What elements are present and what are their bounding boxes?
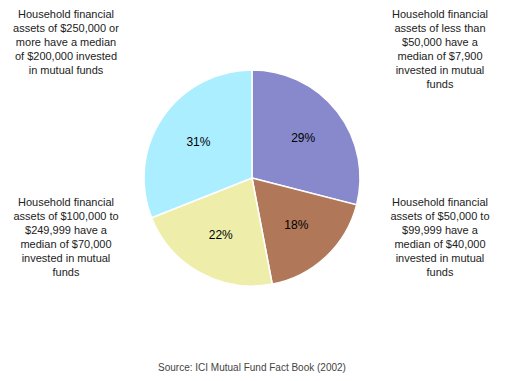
data-label: 18% — [284, 218, 308, 232]
annotation: Household financialassets of $250,000 or… — [13, 8, 119, 76]
annotations: Household financialassets of less than$5… — [13, 8, 489, 278]
pie-chart: 29% 18% 22% 31% Household financialassets of… — [0, 0, 505, 381]
slices — [144, 70, 360, 286]
data-label: 22% — [209, 228, 233, 242]
source-note: Source: ICI Mutual Fund Fact Book (2002) — [158, 362, 346, 373]
annotation: Household financialassets of less than$5… — [392, 8, 488, 90]
annotation: Household financialassets of $50,000 to$… — [390, 196, 489, 278]
chart-container: 29% 18% 22% 31% Household financialassets of… — [0, 0, 505, 381]
data-label: 29% — [291, 131, 315, 145]
annotation: Household financialassets of $100,000 to… — [13, 196, 118, 278]
slice-labels: 29% 18% 22% 31% — [186, 131, 315, 242]
data-label: 31% — [186, 135, 210, 149]
pie-slice — [144, 70, 252, 218]
